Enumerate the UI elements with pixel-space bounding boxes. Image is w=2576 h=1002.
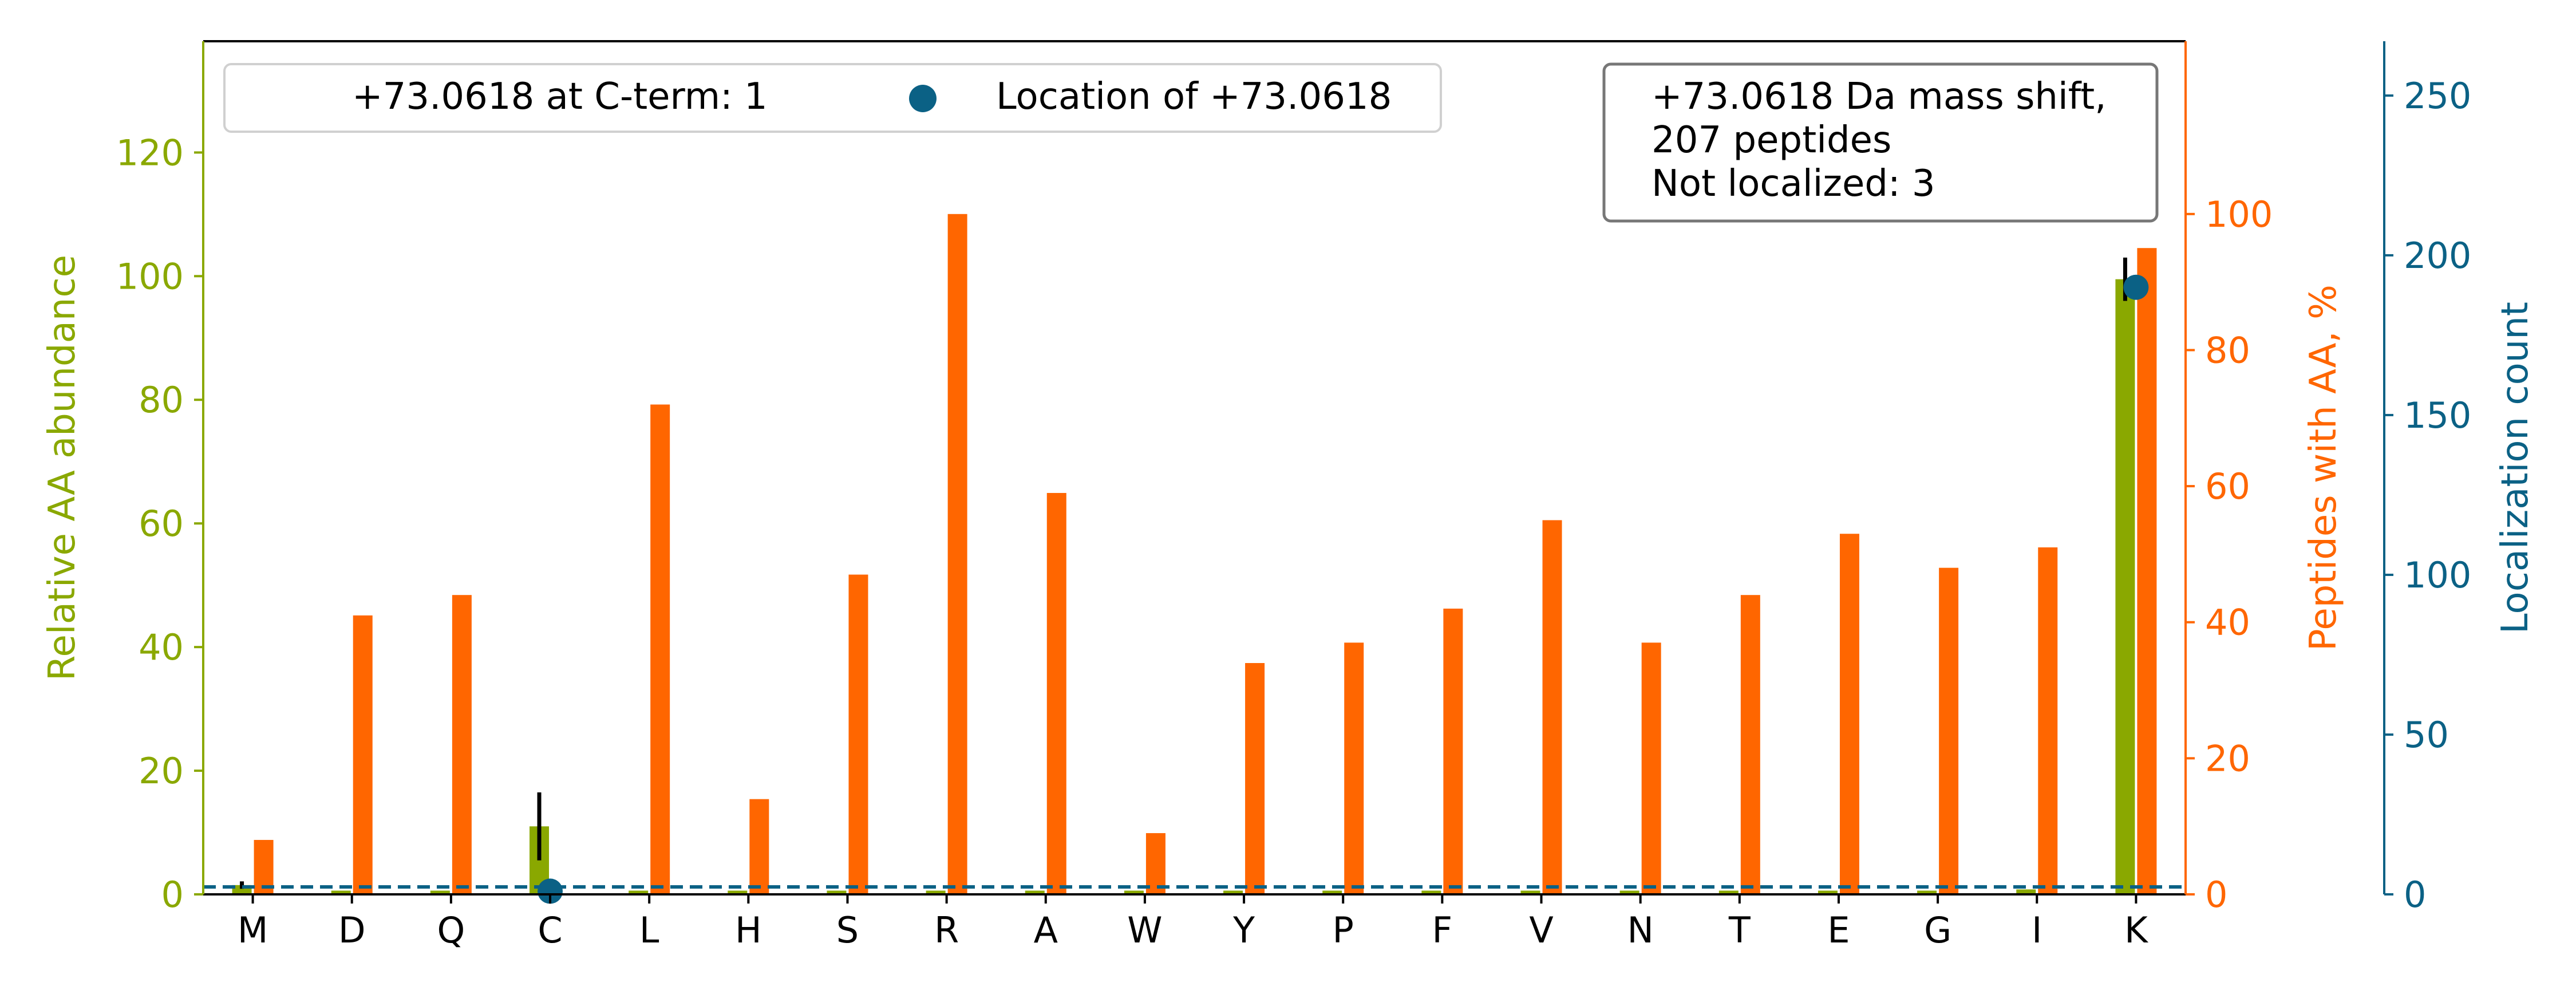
peptide-bar-Q xyxy=(452,595,472,894)
peptide-bar-N xyxy=(1641,642,1661,894)
peptide-bar-E xyxy=(1839,534,1859,894)
plot-area xyxy=(203,214,2186,904)
peptide-bar-F xyxy=(1443,608,1463,894)
x-tick-label: H xyxy=(735,909,762,951)
info-box-line: Not localized: 3 xyxy=(1652,163,1935,205)
x-tick-label: I xyxy=(2032,909,2042,951)
right-tick-label: 0 xyxy=(2205,874,2227,916)
peptide-bar-V xyxy=(1542,520,1562,894)
peptide-bar-P xyxy=(1344,642,1364,894)
peptide-bar-H xyxy=(749,799,769,894)
abundance-bar-W xyxy=(1124,890,1144,894)
x-tick-label: F xyxy=(1432,909,1453,951)
abundance-bar-P xyxy=(1322,890,1342,894)
abundance-bar-F xyxy=(1421,890,1441,894)
location-point-C xyxy=(538,878,563,904)
peptide-bar-G xyxy=(1939,567,1959,894)
x-tick-label: Y xyxy=(1232,909,1255,951)
peptide-bar-R xyxy=(947,214,967,894)
abundance-bar-N xyxy=(1619,890,1639,894)
axes: M D Q C L H S R A W Y P F V N T E G I K 0 20 40 60 80 100 120 Relat… xyxy=(41,40,2537,951)
x-tick-label: W xyxy=(1127,909,1162,951)
far-right-tick-label: 100 xyxy=(2404,554,2471,596)
left-tick-label: 120 xyxy=(116,132,184,173)
x-tick-label: Q xyxy=(437,909,465,951)
peptide-bar-K xyxy=(2137,248,2157,894)
abundance-bar-K xyxy=(2115,279,2135,894)
x-tick-label: T xyxy=(1728,909,1751,951)
abundance-bar-L xyxy=(629,890,649,894)
info-box-line: +73.0618 Da mass shift, xyxy=(1652,76,2107,118)
x-tick-label: S xyxy=(836,909,859,951)
abundance-bar-A xyxy=(1025,890,1045,894)
right-tick-label: 100 xyxy=(2205,194,2273,235)
abundance-bar-H xyxy=(728,890,748,894)
far-right-tick-label: 50 xyxy=(2404,714,2449,756)
x-tick-label: C xyxy=(538,909,562,951)
abundance-bar-V xyxy=(1520,890,1540,894)
left-tick-label: 100 xyxy=(116,255,184,297)
x-tick-label: A xyxy=(1034,909,1058,951)
right-tick-label: 60 xyxy=(2205,466,2250,507)
right-tick-label: 80 xyxy=(2205,329,2250,371)
left-axis-label: Relative AA abundance xyxy=(41,255,84,681)
peptide-bar-Y xyxy=(1245,663,1265,894)
info-box-line: 207 peptides xyxy=(1652,119,1891,161)
peptide-bar-L xyxy=(650,404,670,894)
peptide-bar-A xyxy=(1046,492,1066,894)
abundance-bar-I xyxy=(2016,889,2036,894)
x-tick-label: K xyxy=(2124,909,2148,951)
abundance-bar-Y xyxy=(1223,890,1243,894)
left-tick-label: 80 xyxy=(139,379,184,421)
info-box-frame xyxy=(1602,62,2159,223)
x-tick-label: D xyxy=(338,909,366,951)
abundance-bar-G xyxy=(1917,890,1937,894)
abundance-bar-S xyxy=(827,890,847,894)
far-right-axis-label: Localization count xyxy=(2494,302,2537,634)
legend: +73.0618 at C-term: 1 Location of +73.061… xyxy=(223,63,1442,133)
far-right-tick-label: 250 xyxy=(2404,75,2471,117)
left-tick-label: 0 xyxy=(161,874,184,916)
peptide-bar-D xyxy=(353,615,373,894)
far-right-tick-label: 150 xyxy=(2404,395,2471,436)
x-tick-label: L xyxy=(639,909,659,951)
right-tick-label: 20 xyxy=(2205,737,2250,779)
legend-entry-cterm: +73.0618 at C-term: 1 xyxy=(352,76,768,118)
abundance-bar-Q xyxy=(430,890,450,894)
x-tick-label: G xyxy=(1924,909,1951,951)
abundance-bar-R xyxy=(926,890,946,894)
x-tick-label: V xyxy=(1529,909,1553,951)
x-tick-label: P xyxy=(1333,909,1354,951)
x-tick-label: E xyxy=(1827,909,1850,951)
left-tick-label: 60 xyxy=(139,503,184,545)
legend-entry-location: Location of +73.0618 xyxy=(996,76,1392,118)
x-tick-label: R xyxy=(934,909,959,951)
left-tick-label: 40 xyxy=(139,626,184,668)
peptide-bar-W xyxy=(1145,833,1165,894)
x-tick-label: N xyxy=(1627,909,1653,951)
right-tick-label: 40 xyxy=(2205,602,2250,644)
abundance-bar-D xyxy=(331,890,351,894)
x-tick-label: M xyxy=(238,909,268,951)
peptide-bar-T xyxy=(1740,595,1760,894)
far-right-tick-label: 200 xyxy=(2404,235,2471,277)
left-tick-label: 20 xyxy=(139,750,184,792)
location-point-K xyxy=(2123,274,2149,300)
peptide-bar-S xyxy=(848,574,868,894)
abundance-bar-T xyxy=(1718,890,1739,894)
peptide-bar-I xyxy=(2038,547,2058,894)
right-axis-label: Peptides with AA, % xyxy=(2302,285,2345,651)
legend-frame xyxy=(223,63,1442,133)
legend-location-marker xyxy=(909,85,937,112)
far-right-tick-label: 0 xyxy=(2404,874,2426,916)
abundance-bar-E xyxy=(1818,890,1838,894)
